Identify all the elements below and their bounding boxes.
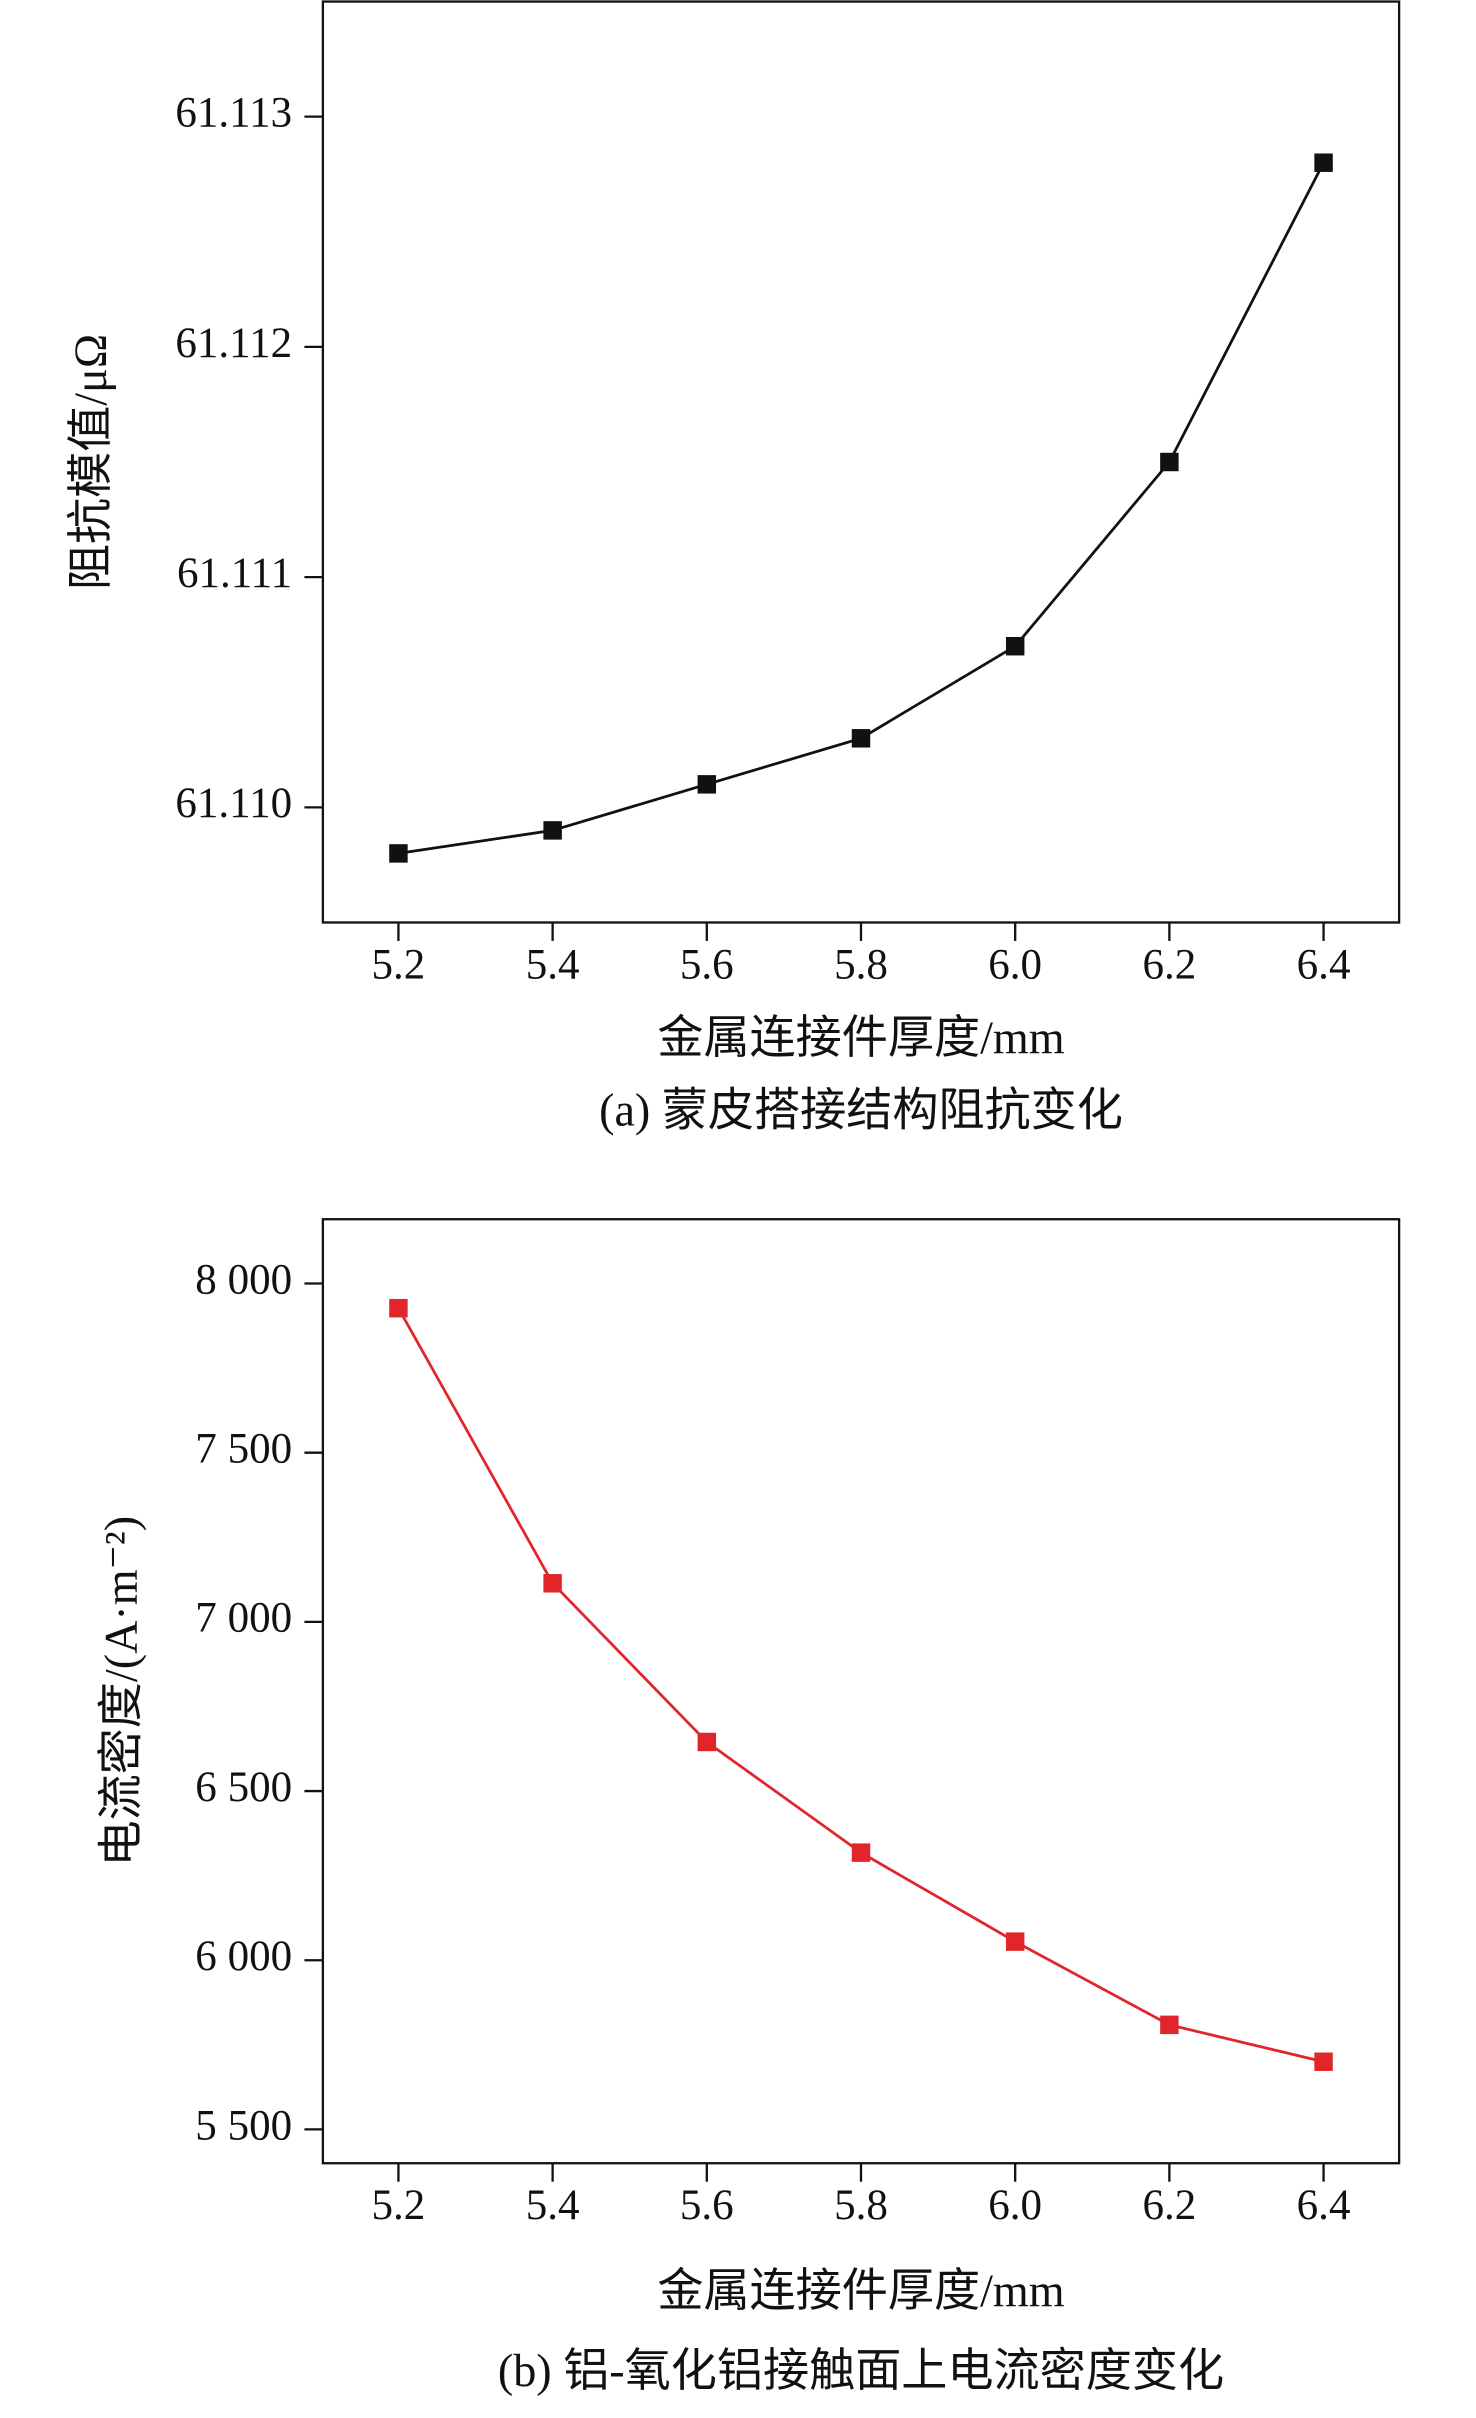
- x-tick-label: 6.4: [1297, 941, 1351, 988]
- x-tick-label: 5.8: [834, 941, 888, 988]
- y-tick-label: 61.113: [175, 90, 292, 137]
- plot-frame: [321, 0, 1401, 924]
- data-point: [1160, 452, 1179, 472]
- x-tick-label: 5.4: [526, 941, 580, 988]
- data-point: [1314, 153, 1333, 172]
- chart-caption: (a) 蒙皮搭接结构阻抗变化: [599, 1084, 1123, 1135]
- data-point: [1160, 2015, 1179, 2035]
- data-point: [389, 844, 408, 863]
- y-tick-label: 5 500: [195, 2102, 292, 2149]
- x-tick-label: 6.4: [1297, 2182, 1351, 2229]
- x-tick-label: 5.8: [834, 2182, 888, 2229]
- x-tick-label: 5.2: [372, 2182, 426, 2229]
- data-point: [543, 821, 562, 840]
- data-point: [1314, 2052, 1333, 2071]
- data-point: [697, 1732, 717, 1752]
- y-axis-title: 电流密度/(A·m⁻²): [96, 1516, 147, 1867]
- x-axis-title: 金属连接件厚度/mm: [657, 1012, 1064, 1063]
- data-line: [398, 162, 1325, 855]
- y-tick-label: 61.112: [175, 320, 292, 367]
- y-tick-label: 61.110: [175, 780, 292, 827]
- data-line: [397, 1307, 1324, 2064]
- x-tick-label: 6.0: [988, 941, 1042, 988]
- data-point: [543, 1574, 562, 1593]
- x-tick-label: 5.6: [680, 941, 734, 988]
- y-tick-label: 6 000: [195, 1933, 292, 1980]
- data-point: [1005, 636, 1025, 656]
- data-point: [389, 1298, 408, 1318]
- y-tick-label: 7 500: [195, 1426, 292, 1473]
- y-axis-title: 阻抗模值/μΩ: [65, 334, 116, 590]
- plot-frame: [321, 1218, 1401, 2165]
- x-axis-title: 金属连接件厚度/mm: [657, 2265, 1064, 2316]
- x-tick-label: 5.4: [526, 2182, 580, 2229]
- data-point: [1005, 1932, 1025, 1951]
- x-tick-label: 6.2: [1142, 941, 1196, 988]
- y-tick-label: 7 000: [195, 1595, 292, 1642]
- x-tick-label: 5.2: [372, 941, 426, 988]
- y-tick-label: 8 000: [195, 1256, 292, 1303]
- data-point: [851, 1843, 871, 1862]
- x-tick-label: 5.6: [680, 2182, 734, 2229]
- data-point: [851, 729, 871, 748]
- x-tick-label: 6.2: [1142, 2182, 1196, 2229]
- x-tick-label: 6.0: [988, 2182, 1042, 2229]
- data-point: [697, 775, 717, 794]
- y-tick-label: 6 500: [195, 1764, 292, 1811]
- y-tick-label: 61.111: [177, 550, 292, 597]
- chart-caption: (b) 铝-氧化铝接触面上电流密度变化: [498, 2345, 1224, 2396]
